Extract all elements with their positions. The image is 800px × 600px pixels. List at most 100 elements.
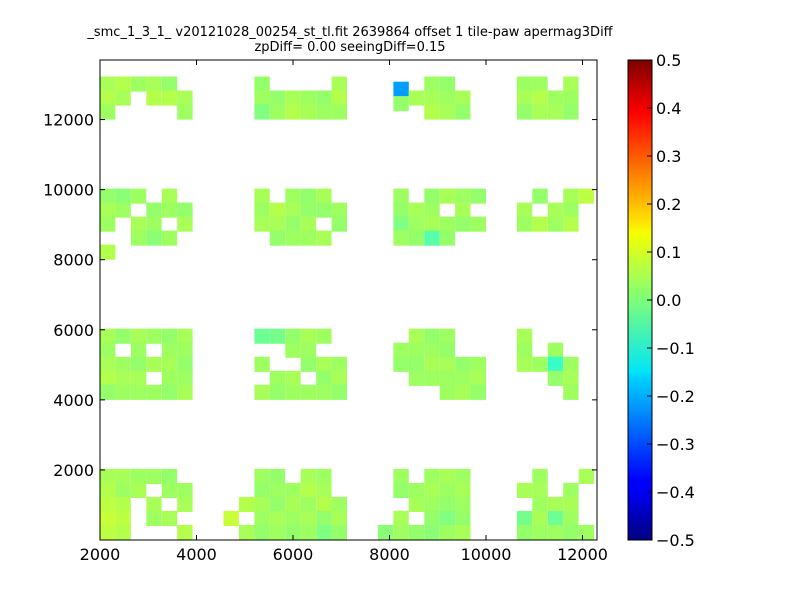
heatmap-cell xyxy=(254,216,270,232)
heatmap-cell xyxy=(254,90,270,106)
heatmap-cell xyxy=(177,328,193,344)
heatmap-cell xyxy=(146,76,162,92)
heatmap-cell xyxy=(300,216,317,232)
heatmap-cell xyxy=(316,370,332,386)
x-tick-label: 12000 xyxy=(557,545,608,564)
heatmap-cell xyxy=(300,328,317,344)
heatmap-cell xyxy=(130,216,147,232)
heatmap-cell xyxy=(161,384,178,400)
heatmap-cell xyxy=(516,524,533,540)
heatmap-cell xyxy=(408,230,425,246)
colorbar-tick-label: −0.1 xyxy=(656,339,695,358)
heatmap-cell xyxy=(269,202,286,218)
heatmap-cell xyxy=(393,216,409,232)
heatmap-cell xyxy=(439,496,456,512)
heatmap-cell xyxy=(470,216,486,232)
heatmap-cell xyxy=(115,384,131,400)
heatmap-cell xyxy=(130,356,147,372)
heatmap-cell xyxy=(439,216,456,232)
heatmap-cell xyxy=(455,90,471,106)
heatmap-cell xyxy=(331,384,347,400)
heatmap-cell xyxy=(455,468,471,484)
heatmap-cell xyxy=(146,202,162,218)
heatmap-cell xyxy=(300,90,317,106)
heatmap-cell xyxy=(547,90,564,106)
heatmap-cell xyxy=(285,104,301,120)
heatmap-cell xyxy=(100,90,116,106)
heatmap-cell xyxy=(547,104,564,120)
heatmap-cell xyxy=(300,342,317,358)
heatmap-cell xyxy=(161,356,178,372)
colorbar-tick-label: 0.1 xyxy=(656,243,681,262)
heatmap-cell xyxy=(439,328,456,344)
heatmap-cell xyxy=(563,524,579,540)
heatmap-cell xyxy=(130,482,147,498)
heatmap-cell xyxy=(285,202,301,218)
heatmap-cell xyxy=(115,202,131,218)
heatmap-cell xyxy=(100,244,116,260)
colorbar-axis: 0.5 0.4 0.3 0.2 0.1 0.0 −0.1 −0.2 −0.3 −0.4 −0.5 xyxy=(647,51,695,550)
heatmap-cell xyxy=(455,510,471,526)
heatmap-cell xyxy=(254,482,270,498)
heatmap-cell xyxy=(547,342,564,358)
heatmap-cell xyxy=(470,188,486,204)
heatmap-cell xyxy=(532,188,548,204)
heatmap-cell xyxy=(177,342,193,358)
heatmap-cell xyxy=(115,356,131,372)
heatmap-cell xyxy=(316,202,332,218)
heatmap-cell xyxy=(516,76,533,92)
heatmap-cell xyxy=(316,230,332,246)
heatmap-cell xyxy=(316,384,332,400)
heatmap-cell xyxy=(254,524,270,540)
heatmap-cell xyxy=(563,202,579,218)
heatmap-cell xyxy=(393,81,409,97)
heatmap-cell xyxy=(532,216,548,232)
heatmap-cell xyxy=(439,230,456,246)
heatmap-cell xyxy=(300,356,317,372)
heatmap-cell xyxy=(254,384,270,400)
heatmap-cell xyxy=(130,370,147,386)
heatmap-cell xyxy=(100,328,116,344)
heatmap-cell xyxy=(393,356,409,372)
heatmap-cell xyxy=(316,496,332,512)
heatmap-cell xyxy=(316,104,332,120)
heatmap-cell xyxy=(331,356,347,372)
y-axis: 2000 4000 6000 8000 10000 12000 xyxy=(43,111,597,480)
heatmap-cell xyxy=(516,104,533,120)
heatmap-cell xyxy=(146,90,162,106)
heatmap-cell xyxy=(455,384,471,400)
heatmap-cell xyxy=(393,524,409,540)
heatmap-cell xyxy=(254,202,270,218)
heatmap-cell xyxy=(300,468,317,484)
heatmap-cell xyxy=(100,468,116,484)
heatmap-cell xyxy=(532,510,548,526)
heatmap-cell xyxy=(393,202,409,218)
heatmap-cell xyxy=(563,90,579,106)
heatmap-cell xyxy=(424,328,440,344)
heatmap-cell xyxy=(563,370,579,386)
heatmap-cell xyxy=(100,188,116,204)
colorbar-tick-label: 0.0 xyxy=(656,291,681,310)
heatmap-cell xyxy=(331,510,347,526)
heatmap-cell xyxy=(424,202,440,218)
heatmap-cell xyxy=(146,356,162,372)
heatmap-cell xyxy=(563,510,579,526)
heatmap-cell xyxy=(161,328,178,344)
x-tick-label: 2000 xyxy=(80,545,121,564)
heatmap-cell xyxy=(177,496,193,512)
heatmap-cell xyxy=(532,468,548,484)
x-axis: 2000 4000 6000 8000 10000 12000 xyxy=(80,60,608,564)
heatmap-cell xyxy=(439,104,456,120)
heatmap-cell xyxy=(130,188,147,204)
heatmap-cell xyxy=(300,104,317,120)
heatmap-cell xyxy=(115,90,131,106)
heatmap-cell xyxy=(269,510,286,526)
heatmap-cell xyxy=(316,90,332,106)
heatmap-cell xyxy=(285,510,301,526)
heatmap-cell xyxy=(563,384,579,400)
heatmap-cell xyxy=(269,370,286,386)
heatmap-cell xyxy=(563,496,579,512)
heatmap-cell xyxy=(408,356,425,372)
heatmap-cell xyxy=(532,90,548,106)
